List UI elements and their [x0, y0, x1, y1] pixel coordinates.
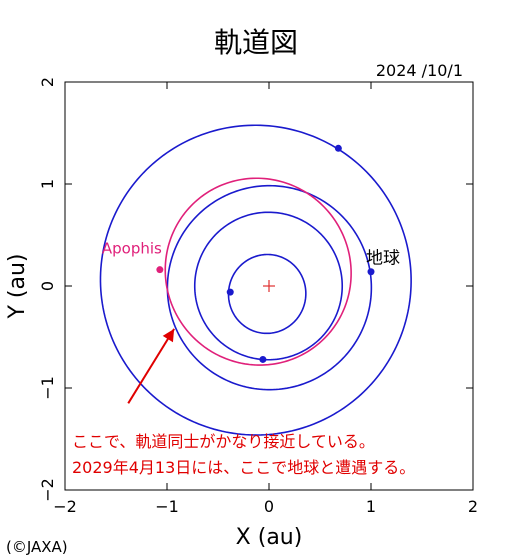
x-tick-label: 0 [264, 497, 274, 516]
annotation-arrow [127, 328, 175, 404]
date-label: 2024 /10/1 [376, 61, 463, 80]
annotation-line-1: ここで、軌道同士がかなり接近している。 [72, 432, 375, 451]
annotation-line-2: 2029年4月13日には、ここで地球と遭遇する。 [72, 458, 415, 477]
x-tick-label: −1 [155, 497, 179, 516]
x-tick-label: 2 [468, 497, 478, 516]
orbits-layer [99, 124, 412, 436]
apophis-point [156, 266, 164, 274]
planet-point [367, 268, 375, 276]
chart-title: 軌道図 [214, 26, 298, 59]
x-axis-label: X (au) [236, 525, 303, 550]
y-tick-label: −1 [38, 376, 57, 400]
axis-ticks: −2 −1 0 1 2 −2 −1 0 1 2 [38, 77, 478, 516]
marks-layer: 地球 Apophis [102, 144, 400, 404]
y-tick-label: 0 [38, 281, 57, 291]
apophis-label: Apophis [102, 240, 162, 258]
x-tick-label: 1 [366, 497, 376, 516]
credit-label: (©JAXA) [6, 538, 68, 556]
planet-point [226, 288, 234, 296]
planet-point [259, 355, 267, 363]
x-tick-label: −2 [53, 497, 77, 516]
annotation-arrowhead [162, 328, 175, 343]
y-tick-label: −2 [38, 478, 57, 502]
y-tick-label: 2 [38, 77, 57, 87]
apophis-orbit [164, 177, 352, 366]
planet-orbit [99, 124, 412, 436]
earth-label: 地球 [366, 249, 400, 269]
planet-orbit [227, 253, 307, 335]
planet-orbit [193, 211, 344, 361]
planet-orbit [166, 184, 373, 391]
y-axis-label: Y (au) [5, 253, 30, 319]
y-tick-label: 1 [38, 179, 57, 189]
planet-point [334, 144, 342, 152]
